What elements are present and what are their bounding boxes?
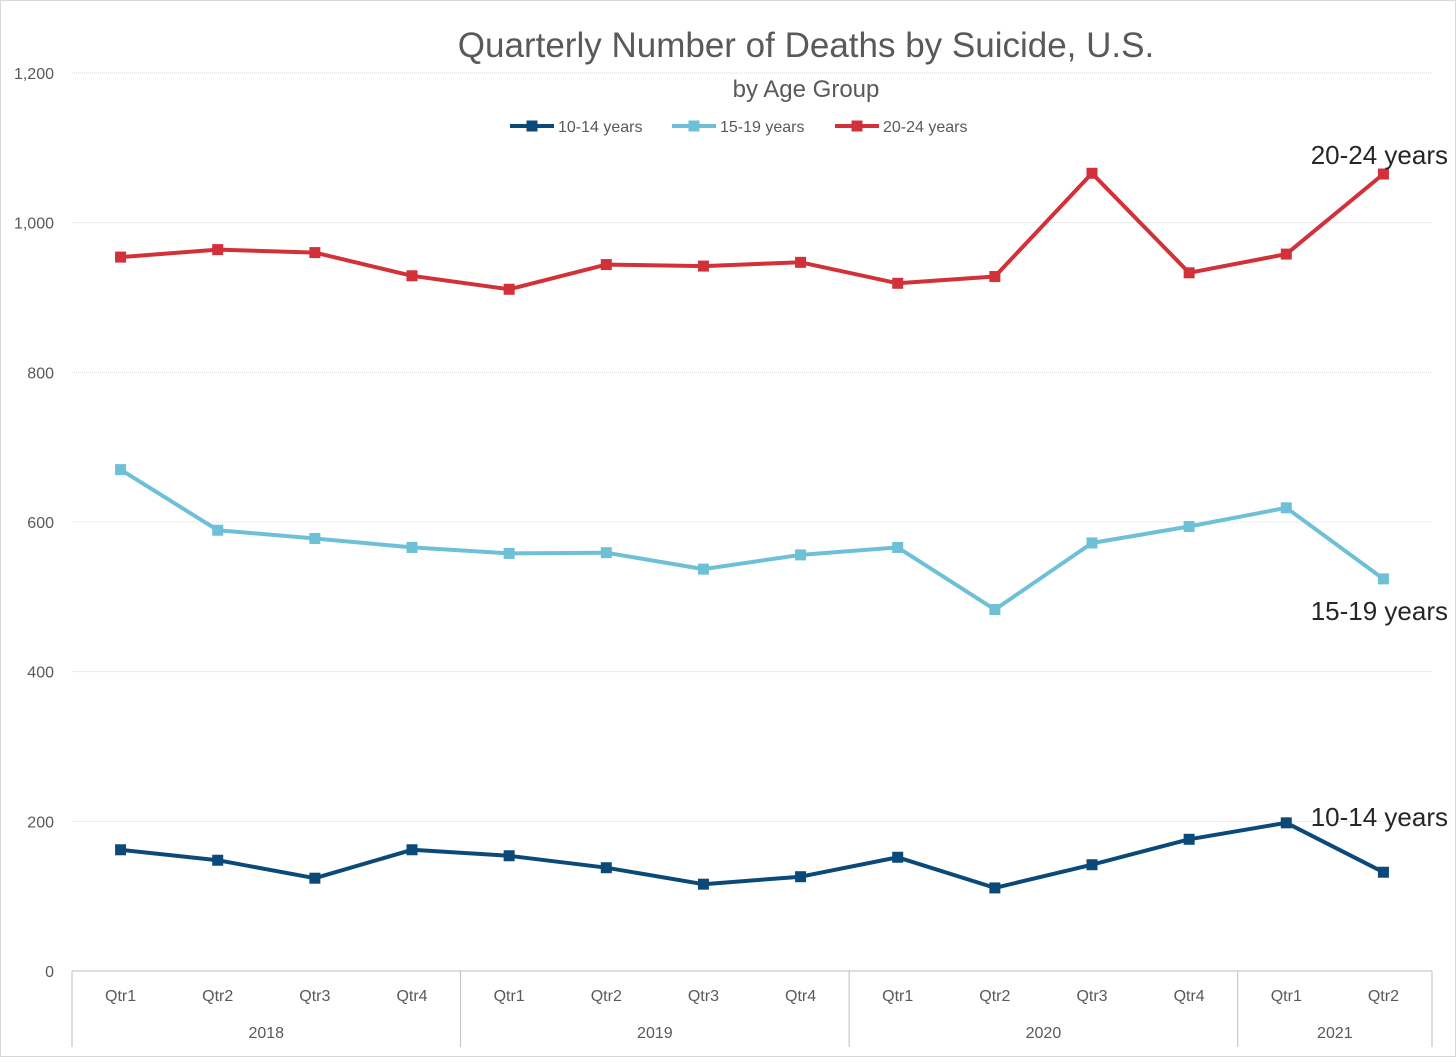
x-tick-label: Qtr2 — [1368, 988, 1399, 1005]
data-point — [503, 547, 515, 559]
x-tick-label: Qtr2 — [591, 988, 622, 1005]
x-tick-label: Qtr2 — [979, 988, 1010, 1005]
data-point — [1280, 817, 1292, 829]
series-end-label: 15-19 years — [1311, 596, 1448, 626]
data-point — [212, 524, 224, 536]
data-point — [989, 271, 1001, 283]
x-tick-label: Qtr4 — [785, 988, 816, 1005]
data-point — [1086, 167, 1098, 179]
data-point — [795, 549, 807, 561]
data-point — [1086, 537, 1098, 549]
data-point — [1183, 267, 1195, 279]
data-point — [1280, 502, 1292, 514]
data-point — [503, 850, 515, 862]
series-15-19-years — [115, 464, 1389, 616]
x-tick-label: Qtr4 — [396, 988, 427, 1005]
end-labels: 10-14 years 15-19 years 20-24 years — [1311, 140, 1448, 832]
data-point — [115, 251, 127, 263]
data-point — [600, 862, 612, 874]
legend-label: 10-14 years — [558, 119, 643, 136]
data-point — [989, 882, 1001, 894]
series-20-24-years — [115, 167, 1389, 295]
x-tick-label: Qtr2 — [202, 988, 233, 1005]
series-line — [120, 171, 1385, 292]
chart-title: Quarterly Number of Deaths by Suicide, U… — [458, 26, 1154, 65]
data-point — [115, 464, 127, 476]
x-group-label: 2018 — [248, 1025, 284, 1042]
x-tick-label: Qtr1 — [105, 988, 136, 1005]
legend-item-15-19-years: 15-19 years — [672, 119, 805, 136]
data-point — [309, 872, 321, 884]
series-line — [120, 820, 1385, 890]
x-tick-label: Qtr1 — [1271, 988, 1302, 1005]
data-point — [1377, 573, 1389, 585]
data-point — [600, 547, 612, 559]
y-tick-label: 600 — [27, 515, 54, 532]
series-end-label: 10-14 years — [1311, 802, 1448, 832]
data-point — [795, 256, 807, 268]
data-point — [1377, 168, 1389, 180]
axes: 0 200 400 600 800 1,000 1,200 Qtr1 Qtr2 Qtr3 Qtr4 Q… — [14, 66, 1433, 1047]
series — [115, 167, 1389, 894]
data-point — [406, 541, 418, 553]
series-10-14-years — [115, 817, 1389, 894]
x-tick-label: Qtr3 — [1076, 988, 1107, 1005]
data-point — [309, 247, 321, 259]
y-tick-label: 200 — [27, 814, 54, 831]
x-tick-label: Qtr4 — [1174, 988, 1205, 1005]
data-point — [1183, 833, 1195, 845]
data-point — [406, 844, 418, 856]
x-tick-label: Qtr3 — [688, 988, 719, 1005]
data-point — [892, 851, 904, 863]
data-point — [115, 844, 127, 856]
legend-marker-icon — [526, 120, 538, 132]
data-point — [697, 260, 709, 272]
gridlines — [72, 72, 1432, 822]
data-point — [697, 878, 709, 890]
x-tick-label: Qtr1 — [494, 988, 525, 1005]
x-group-label: 2021 — [1317, 1025, 1353, 1042]
data-point — [892, 277, 904, 289]
x-tick-label: Qtr1 — [882, 988, 913, 1005]
y-tick-label: 0 — [45, 964, 54, 981]
legend-item-20-24-years: 20-24 years — [835, 119, 968, 136]
data-point — [1086, 859, 1098, 871]
legend-marker-icon — [688, 120, 700, 132]
data-point — [989, 604, 1001, 616]
data-point — [1280, 248, 1292, 260]
y-tick-label: 800 — [27, 365, 54, 382]
data-point — [1183, 520, 1195, 532]
legend-item-10-14-years: 10-14 years — [510, 119, 643, 136]
data-point — [212, 244, 224, 256]
series-end-label: 20-24 years — [1311, 140, 1448, 170]
data-point — [892, 541, 904, 553]
y-tick-label: 1,000 — [14, 216, 54, 233]
data-point — [795, 871, 807, 883]
data-point — [697, 563, 709, 575]
legend-label: 15-19 years — [720, 119, 805, 136]
x-tick-label: Qtr3 — [299, 988, 330, 1005]
x-group-label: 2020 — [1026, 1025, 1062, 1042]
data-point — [503, 283, 515, 295]
data-point — [406, 270, 418, 282]
legend: 10-14 years 15-19 years 20-24 years — [510, 119, 968, 136]
y-tick-label: 400 — [27, 665, 54, 682]
x-group-label: 2019 — [637, 1025, 673, 1042]
y-tick-label: 1,200 — [14, 66, 54, 83]
data-point — [600, 259, 612, 271]
data-point — [1377, 866, 1389, 878]
data-point — [309, 532, 321, 544]
legend-label: 20-24 years — [883, 119, 968, 136]
series-line — [119, 467, 1385, 612]
data-point — [212, 854, 224, 866]
chart-subtitle: by Age Group — [733, 76, 880, 103]
legend-marker-icon — [851, 120, 863, 132]
